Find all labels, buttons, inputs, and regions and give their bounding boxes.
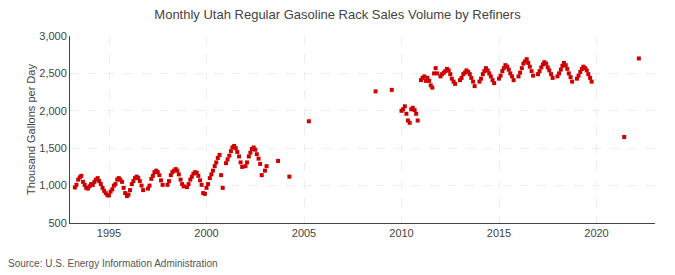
svg-text:1,000: 1,000	[39, 179, 67, 191]
svg-text:Monthly Utah Regular Gasoline: Monthly Utah Regular Gasoline Rack Sales…	[154, 7, 521, 22]
svg-text:2,000: 2,000	[39, 105, 67, 117]
svg-text:500: 500	[48, 217, 66, 229]
svg-text:2,500: 2,500	[39, 67, 67, 79]
svg-text:2015: 2015	[487, 227, 511, 239]
svg-text:Source: U.S. Energy Informatio: Source: U.S. Energy Information Administ…	[8, 258, 218, 269]
svg-text:1,500: 1,500	[39, 142, 67, 154]
svg-text:2010: 2010	[389, 227, 413, 239]
svg-text:3,000: 3,000	[39, 30, 67, 42]
svg-text:Thousand Gallons per Day: Thousand Gallons per Day	[25, 64, 37, 195]
svg-text:2020: 2020	[584, 227, 608, 239]
svg-text:2000: 2000	[194, 227, 218, 239]
svg-text:1995: 1995	[97, 227, 121, 239]
svg-text:2005: 2005	[292, 227, 316, 239]
